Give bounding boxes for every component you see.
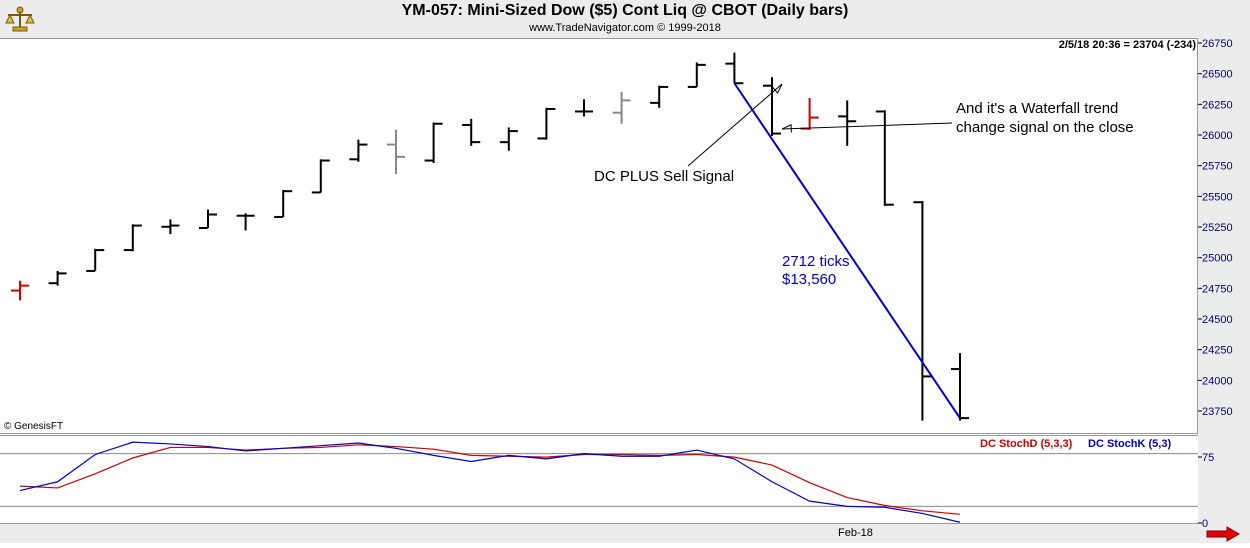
ohlc-bar [951, 353, 969, 421]
ohlc-bar [800, 97, 819, 130]
price-tick-label: 26500 [1202, 69, 1233, 81]
price-tick-label: 25500 [1202, 191, 1233, 203]
ohlc-bar [725, 52, 744, 85]
axis-svg: 23750 24000 24250 24500 24750 25000 25250 25500… [1198, 38, 1233, 530]
trendline [733, 82, 961, 419]
ohlc-bar [11, 280, 29, 301]
sell-signal-label: DC PLUS Sell Signal [594, 168, 734, 185]
price-tick-label: 24750 [1202, 283, 1233, 295]
price-tick-label: 26750 [1202, 38, 1233, 50]
date-axis [0, 523, 1198, 543]
chart-header [0, 0, 1250, 38]
ohlc-bar [763, 77, 781, 136]
price-tick-label: 24250 [1202, 345, 1233, 357]
last-quote: 2/5/18 20:36 = 23704 (-234) [1058, 39, 1196, 51]
arrow-shaft [687, 83, 783, 167]
waterfall-label-line1: And it's a Waterfall trend [956, 100, 1118, 117]
price-tick-label: 25750 [1202, 161, 1233, 173]
price-chart-svg: DC PLUS Sell Signal And it's a Waterfall … [11, 52, 1134, 421]
price-tick-label: 26250 [1202, 99, 1233, 111]
ohlc-bar [612, 91, 631, 124]
stochastic-chart-svg [0, 441, 1198, 523]
arrow-shaft [781, 122, 953, 130]
price-tick-label: 23750 [1202, 406, 1233, 418]
price-tick-label: 25000 [1202, 253, 1233, 265]
scales-logo-icon [4, 3, 36, 38]
stoch-d-legend: DC StochD (5,3,3) [980, 438, 1073, 450]
stoch-series-line [19, 441, 961, 523]
ohlc-bar [537, 107, 556, 140]
ohlc-bar [274, 189, 293, 218]
ohlc-bar [499, 127, 518, 151]
stoch-series-line [19, 444, 961, 515]
ohlc-bar [875, 110, 894, 206]
price-tick-label: 26000 [1202, 130, 1233, 142]
scroll-right-arrow-icon[interactable] [1205, 526, 1241, 547]
ohlc-bar [575, 99, 593, 117]
sell-signal-arrow [687, 83, 783, 167]
ohlc-bar [311, 159, 330, 194]
arrow-head [781, 124, 792, 133]
price-axis: 23750 24000 24250 24500 24750 25000 25250 25500… [1198, 38, 1250, 543]
ohlc-bar [349, 139, 368, 162]
ticks-label: 2712 ticks [782, 253, 850, 270]
ohlc-bar [161, 219, 180, 235]
ohlc-bar [913, 201, 932, 421]
ohlc-bar [650, 85, 669, 108]
date-tick-label: Feb-18 [838, 527, 873, 539]
ohlc-bar [86, 248, 105, 272]
waterfall-label-line2: change signal on the close [956, 119, 1134, 136]
price-tick-label: 24000 [1202, 375, 1233, 387]
waterfall-arrow [781, 122, 953, 133]
ohlc-bar [199, 209, 217, 229]
arrow-head [772, 83, 783, 94]
ohlc-bar [838, 100, 857, 146]
ohlc-bar [48, 270, 67, 286]
stoch-tick-label: 0 [1202, 518, 1208, 530]
ohlc-bar [424, 122, 443, 163]
stoch-tick-label: 75 [1202, 452, 1214, 464]
ohlc-bar [236, 213, 255, 231]
stochastic-panel[interactable] [0, 435, 1198, 523]
price-tick-label: 25250 [1202, 222, 1233, 234]
ohlc-bar [687, 62, 706, 88]
chart-title: YM-057: Mini-Sized Dow ($5) Cont Liq @ C… [401, 2, 849, 19]
chart-subtitle: www.TradeNavigator.com © 1999-2018 [529, 22, 721, 34]
ohlc-bar [123, 224, 142, 252]
ohlc-bar [462, 118, 481, 146]
price-plot-area[interactable]: DC PLUS Sell Signal And it's a Waterfall … [0, 38, 1198, 434]
ohlc-bar [387, 129, 405, 175]
copyright-label: © GenesisFT [4, 421, 64, 432]
stoch-k-legend: DC StochK (5,3) [1088, 438, 1172, 450]
dollars-label: $13,560 [782, 271, 836, 288]
price-tick-label: 24500 [1202, 314, 1233, 326]
